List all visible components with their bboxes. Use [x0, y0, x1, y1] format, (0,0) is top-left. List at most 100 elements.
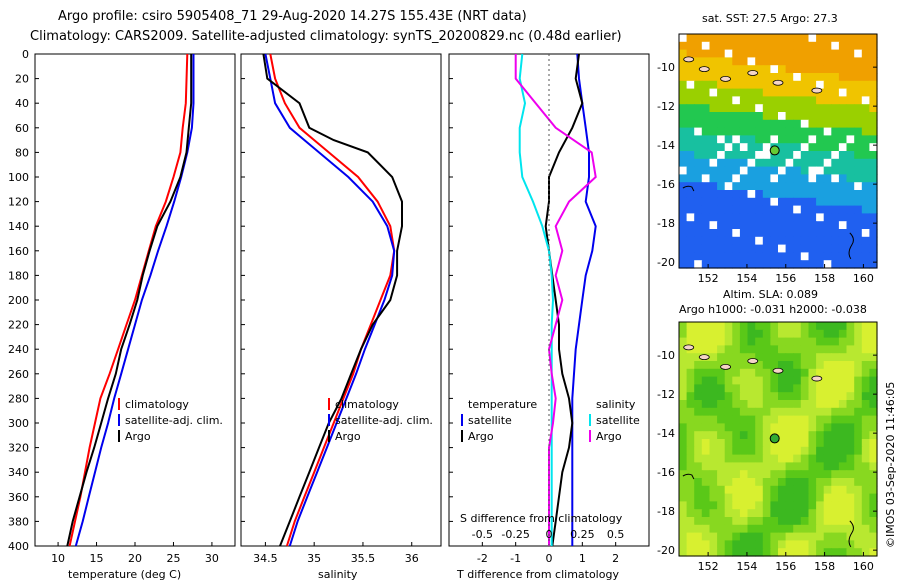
map-cell — [686, 143, 695, 152]
map-cell — [854, 88, 863, 97]
map-cell — [739, 400, 749, 409]
map-cell — [823, 182, 832, 191]
map-cell — [800, 158, 809, 168]
map-cell — [694, 260, 703, 269]
map-cell — [793, 260, 802, 269]
map-cell — [793, 143, 802, 152]
map-cell — [785, 127, 794, 136]
map-cell — [785, 244, 794, 253]
map-cell — [762, 104, 771, 113]
map-cell — [717, 260, 726, 269]
map-cell — [709, 353, 718, 362]
map-cell — [808, 65, 817, 74]
map-cell — [785, 143, 794, 152]
map-cell — [854, 73, 863, 82]
map-cell — [686, 376, 695, 385]
map-cell — [869, 462, 878, 471]
map-cell — [709, 57, 718, 66]
map-cell — [800, 127, 809, 136]
map-cell — [854, 462, 863, 471]
reef-contour — [682, 185, 695, 192]
island-shape — [698, 66, 710, 72]
map-cell — [755, 470, 764, 479]
map-cell — [854, 34, 863, 43]
map-cell — [861, 65, 870, 74]
map-cell — [854, 127, 863, 136]
map-cell — [755, 407, 764, 417]
map-cell — [778, 345, 787, 354]
map-cell — [701, 260, 710, 269]
map-cell — [793, 252, 802, 261]
map-cell — [838, 361, 848, 370]
map-cell — [679, 524, 688, 534]
map-cell — [785, 174, 794, 183]
depth-tick-label: 200 — [8, 294, 29, 307]
map-cell — [816, 73, 825, 82]
map-cell — [838, 329, 848, 339]
map-cell — [785, 88, 794, 97]
map-cell — [724, 34, 733, 43]
map-cell — [793, 119, 802, 129]
map-cell — [770, 407, 779, 417]
map-cell — [755, 322, 764, 331]
map-cell — [709, 509, 718, 518]
map-cell — [800, 423, 809, 432]
map-cell — [686, 119, 695, 129]
map-cell — [717, 34, 726, 43]
map-cell — [717, 532, 726, 541]
map-cell — [762, 80, 771, 90]
map-cell — [831, 34, 840, 43]
map-cell — [679, 462, 688, 471]
map-cell — [854, 57, 863, 66]
map-cell — [785, 57, 794, 66]
map-cell — [846, 454, 855, 463]
map-cell — [770, 65, 779, 74]
map-cell — [755, 104, 764, 113]
map-cell — [869, 41, 878, 51]
map-cell — [709, 524, 718, 534]
map-cell — [816, 400, 825, 409]
map-cell — [793, 407, 802, 417]
map-cell — [816, 540, 825, 549]
map-cell — [770, 532, 779, 541]
depth-tick-label: 0 — [22, 48, 29, 61]
legend-salinity-title: salinity — [596, 398, 636, 411]
map-cell — [846, 236, 855, 246]
map-cell — [770, 361, 779, 370]
map-cell — [800, 415, 809, 424]
map-cell — [808, 485, 817, 495]
map-cell — [724, 345, 733, 354]
map-cell — [717, 337, 726, 346]
map-cell — [724, 182, 733, 191]
depth-tick-label: 220 — [8, 319, 29, 332]
map-cell — [770, 119, 779, 129]
map-cell — [762, 135, 771, 144]
map-cell — [838, 524, 848, 534]
map-cell — [861, 221, 870, 230]
map-cell — [861, 252, 870, 261]
map-cell — [686, 337, 695, 346]
map-cell — [739, 470, 749, 479]
map-cell — [739, 407, 749, 417]
map-cell — [701, 462, 710, 471]
map-cell — [823, 462, 832, 471]
map-cell — [800, 493, 809, 502]
map-cell — [686, 384, 695, 393]
depth-tick-label: 340 — [8, 466, 29, 479]
map-cell — [778, 244, 787, 253]
map-cell — [686, 65, 695, 74]
map-cell — [808, 361, 817, 370]
map-cell — [838, 112, 848, 121]
map-cell — [846, 368, 855, 378]
map-cell — [701, 205, 710, 214]
map-x-tick-label: 156 — [775, 560, 796, 573]
map-cell — [846, 34, 855, 43]
map-cell — [831, 509, 840, 518]
map-cell — [739, 431, 749, 440]
map-cell — [770, 197, 779, 207]
map-cell — [717, 345, 726, 354]
map-cell — [808, 470, 817, 479]
map-cell — [709, 41, 718, 51]
map-cell — [793, 431, 802, 440]
map-cell — [854, 376, 863, 385]
